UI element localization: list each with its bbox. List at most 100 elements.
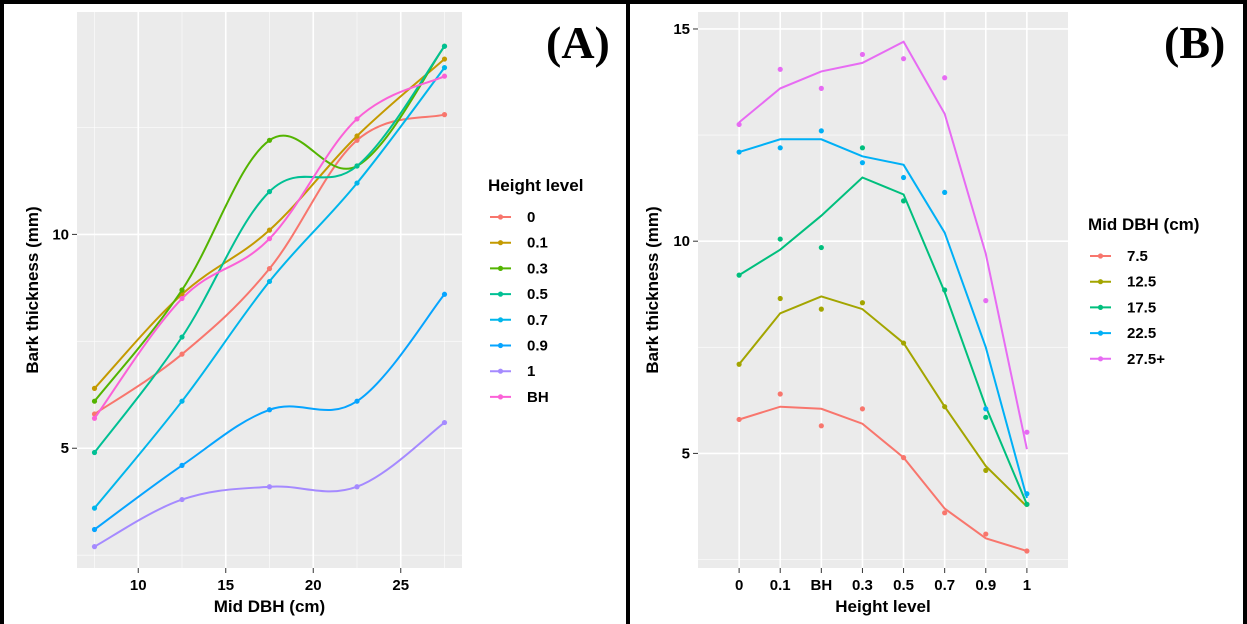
- data-point: [777, 295, 783, 302]
- legend-key-point: [1097, 304, 1104, 310]
- legend-key-point: [497, 394, 504, 400]
- data-point: [900, 174, 907, 181]
- data-point: [354, 116, 360, 122]
- data-point: [266, 189, 273, 195]
- data-point: [266, 278, 273, 285]
- x-tick-label: 0.7: [934, 577, 955, 594]
- x-tick-label: 25: [392, 577, 409, 594]
- x-axis-title: Mid DBH (cm): [214, 597, 325, 616]
- data-point: [859, 145, 866, 151]
- x-tick-label: BH: [810, 577, 832, 594]
- legend-key-point: [497, 342, 504, 349]
- figure-border-right: [1243, 0, 1247, 624]
- data-point: [859, 160, 866, 166]
- x-tick-label: 0.9: [975, 577, 996, 594]
- data-point: [942, 404, 948, 410]
- data-point: [859, 300, 866, 306]
- data-point: [983, 414, 989, 420]
- y-tick-label: 5: [682, 445, 690, 462]
- panel-divider: [626, 0, 630, 624]
- figure-border-top: [0, 0, 1247, 4]
- data-point: [179, 334, 185, 340]
- legend-label: 27.5+: [1127, 351, 1165, 368]
- data-point: [266, 266, 273, 272]
- data-point: [354, 398, 360, 404]
- legend-label: 0.9: [527, 338, 548, 355]
- data-point: [266, 407, 273, 413]
- data-point: [983, 531, 989, 537]
- data-point: [91, 526, 98, 533]
- y-axis-title: Bark thickness (mm): [643, 206, 662, 373]
- data-point: [983, 406, 989, 412]
- data-point: [179, 351, 185, 357]
- data-point: [441, 65, 448, 71]
- data-point: [441, 73, 448, 79]
- series-fit-line-22.5: [738, 138, 1028, 499]
- legend: Height level 0 0.1 0.3 0.5 0.7 0.9 1 BH: [488, 176, 583, 406]
- data-point: [818, 423, 824, 429]
- legend-key-point: [1097, 279, 1104, 285]
- data-point: [1024, 491, 1030, 497]
- data-point: [942, 75, 948, 81]
- data-point: [441, 291, 448, 297]
- data-point: [777, 145, 783, 151]
- data-point: [777, 391, 783, 397]
- plot-background: [698, 12, 1068, 568]
- data-point: [777, 66, 783, 72]
- data-point: [736, 361, 742, 367]
- series-fit-line-27.5+: [738, 40, 1028, 450]
- series-fit-line-7.5: [738, 405, 1028, 552]
- figure-border-left: [0, 0, 4, 624]
- y-tick-label: 5: [61, 440, 69, 457]
- data-point: [179, 398, 185, 404]
- legend-title: Mid DBH (cm): [1088, 215, 1199, 234]
- data-point: [859, 406, 866, 412]
- data-point: [736, 121, 742, 128]
- data-point: [736, 416, 742, 423]
- data-point: [818, 244, 824, 251]
- legend-key-point: [497, 214, 504, 220]
- data-point: [266, 137, 273, 143]
- data-point: [266, 236, 273, 242]
- data-point: [441, 112, 448, 118]
- series-fit-line-17.5: [738, 176, 1028, 505]
- x-tick-label: 20: [305, 577, 322, 594]
- legend-key-point: [1097, 253, 1104, 259]
- data-point: [179, 496, 185, 503]
- data-point: [179, 287, 185, 293]
- data-point: [354, 137, 360, 143]
- data-point: [441, 56, 448, 62]
- legend-key-point: [497, 265, 504, 271]
- panel-b-label: (B): [1164, 17, 1226, 68]
- legend-key-point: [497, 291, 504, 297]
- legend-label: 17.5: [1127, 299, 1156, 316]
- x-tick-label: 15: [217, 577, 234, 594]
- legend-key-point: [497, 317, 504, 323]
- data-point: [354, 163, 360, 169]
- data-point: [818, 85, 824, 91]
- data-point: [942, 510, 948, 516]
- data-point: [859, 51, 866, 58]
- panel-a-label: (A): [546, 17, 610, 68]
- data-point: [91, 398, 98, 404]
- data-point: [179, 462, 185, 468]
- legend-label: 7.5: [1127, 248, 1148, 265]
- data-point: [736, 272, 742, 278]
- x-tick-label: 1: [1023, 577, 1031, 594]
- data-point: [900, 56, 907, 62]
- legend-key-point: [497, 240, 504, 246]
- y-tick-label: 15: [673, 21, 690, 38]
- y-tick-label: 10: [673, 233, 690, 250]
- data-point: [441, 419, 448, 426]
- legend-label: BH: [527, 389, 549, 406]
- data-point: [900, 198, 907, 204]
- data-point: [900, 455, 907, 461]
- legend-label: 1: [527, 363, 535, 380]
- legend-key-point: [497, 368, 504, 374]
- data-point: [1024, 501, 1030, 507]
- legend-key-point: [1097, 356, 1104, 362]
- data-point: [91, 415, 98, 421]
- legend-key-point: [1097, 330, 1104, 336]
